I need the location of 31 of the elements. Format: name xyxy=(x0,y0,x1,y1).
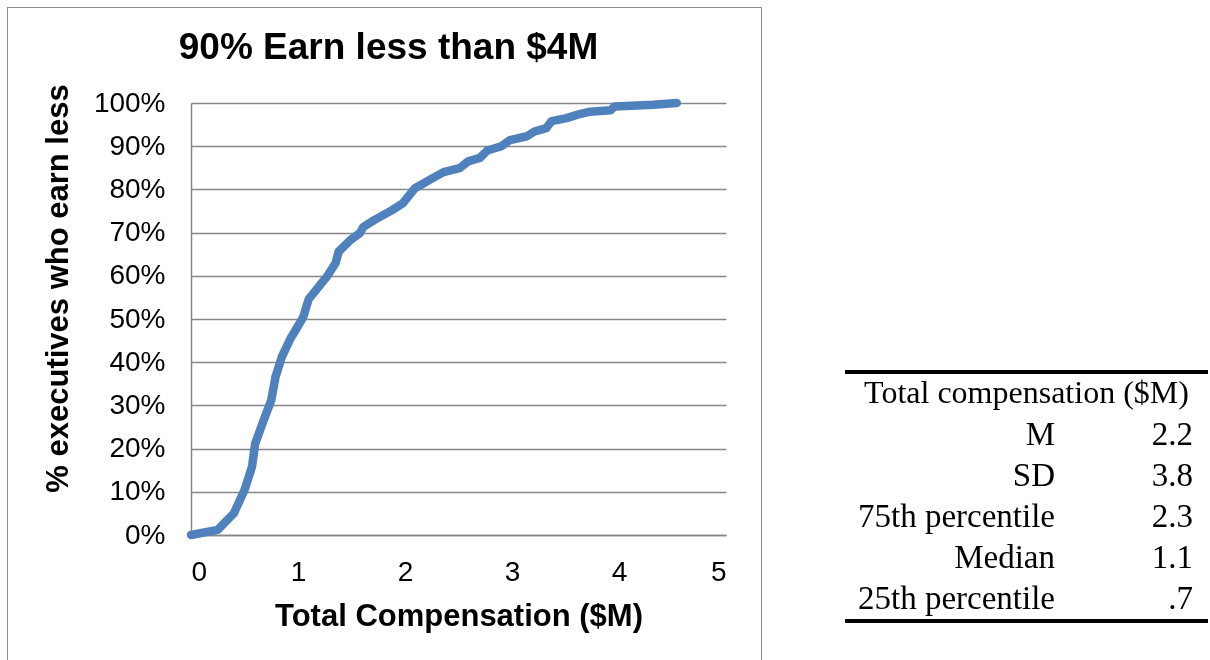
data-label: 2.3 xyxy=(1151,498,1193,534)
x-tick-label: 4 xyxy=(611,555,628,587)
y-tick-label: 90% xyxy=(109,129,166,161)
y-tick-label: 20% xyxy=(109,432,166,464)
y-tick-label: 10% xyxy=(109,475,166,507)
category-label: 25th percentile xyxy=(857,580,1055,616)
y-tick-label: 60% xyxy=(109,259,166,291)
data-label: 2.2 xyxy=(1151,416,1193,452)
y-tick-label: 30% xyxy=(109,388,166,420)
data-label: .7 xyxy=(1168,580,1193,616)
category-label: SD xyxy=(1012,457,1055,493)
category-label: 75th percentile xyxy=(857,498,1055,534)
category-label: M xyxy=(1025,416,1055,452)
y-axis-title: % executives who earn less xyxy=(39,84,75,493)
text: Total compensation ($M) xyxy=(864,374,1189,410)
data-label: 3.8 xyxy=(1151,457,1193,493)
x-tick-label: 5 xyxy=(710,555,727,587)
chart-title: 90% Earn less than $4M xyxy=(178,25,599,67)
y-tick-label: 0% xyxy=(125,518,166,550)
y-tick-label: 100% xyxy=(93,86,166,118)
category-label: Median xyxy=(954,539,1055,575)
x-tick-label: 3 xyxy=(504,555,521,587)
x-tick-label: 2 xyxy=(397,555,414,587)
y-tick-label: 70% xyxy=(109,216,166,248)
x-axis-title: Total Compensation ($M) xyxy=(275,597,643,633)
y-tick-label: 80% xyxy=(109,172,166,204)
y-tick-label: 40% xyxy=(109,345,166,377)
x-tick-label: 1 xyxy=(290,555,307,587)
x-tick-label: 0 xyxy=(191,555,208,587)
data-label: 1.1 xyxy=(1151,539,1193,575)
y-tick-label: 50% xyxy=(109,302,166,334)
